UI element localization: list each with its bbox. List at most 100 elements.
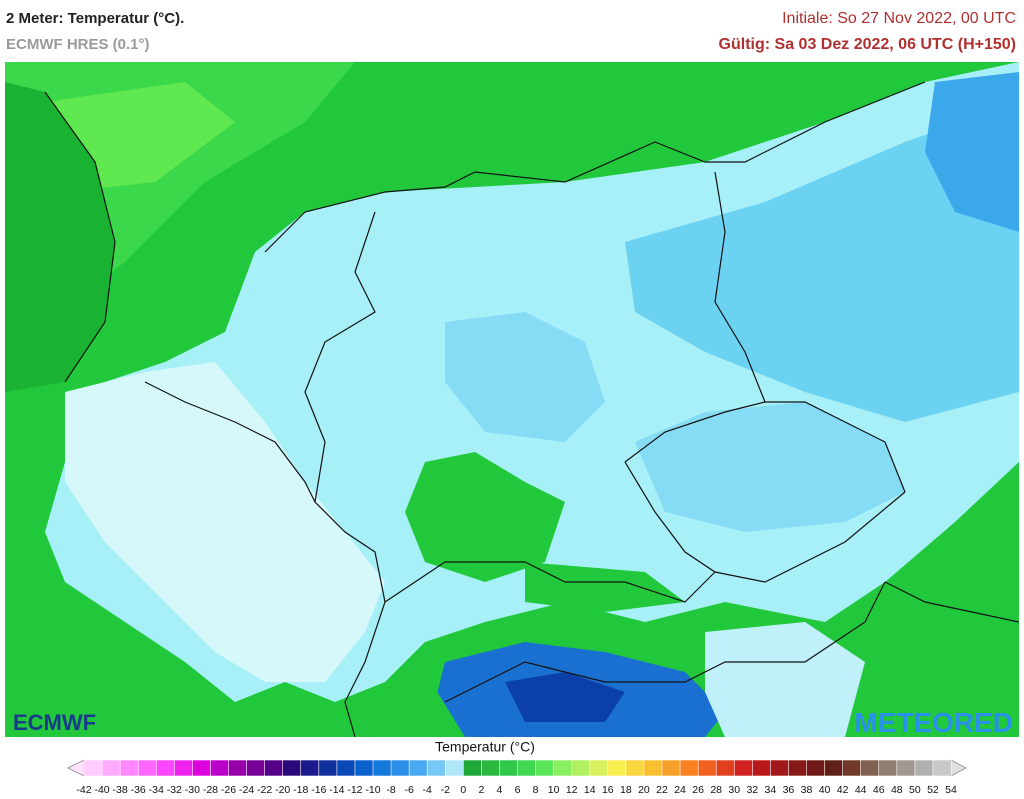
- colorbar-swatch: [860, 759, 880, 777]
- colorbar-swatch: [210, 759, 230, 777]
- colorbar-label: 38: [801, 784, 813, 796]
- colorbar-label: 20: [638, 784, 650, 796]
- colorbar-label: 46: [873, 784, 885, 796]
- colorbar-swatch: [318, 759, 338, 777]
- colorbar-label: -40: [94, 784, 109, 796]
- colorbar-label: -36: [131, 784, 146, 796]
- colorbar-swatch: [101, 759, 121, 777]
- colorbar-swatch: [155, 759, 175, 777]
- colorbar-swatch: [119, 759, 139, 777]
- colorbar-label: 18: [620, 784, 632, 796]
- colorbar-swatch: [896, 759, 916, 777]
- colorbar-label: -14: [329, 784, 344, 796]
- colorbar-label: 24: [674, 784, 686, 796]
- colorbar-label: -22: [257, 784, 272, 796]
- warm-patch: [405, 452, 565, 582]
- cold-austria: [705, 622, 865, 737]
- colorbar-label: -26: [221, 784, 236, 796]
- colorbar-swatch: [697, 759, 717, 777]
- colorbar-swatch: [282, 759, 302, 777]
- colorbar-label: 54: [945, 784, 957, 796]
- valid-time: Gültig: Sa 03 Dez 2022, 06 UTC (H+150): [718, 36, 1016, 53]
- colorbar-label: 2: [478, 784, 484, 796]
- alps-coldest: [505, 672, 625, 722]
- colorbar-label: 6: [515, 784, 521, 796]
- colorbar-swatch: [842, 759, 862, 777]
- colorbar-swatch: [463, 759, 482, 777]
- colorbar-swatch: [444, 759, 464, 777]
- colorbar-swatch: [571, 759, 591, 777]
- map: ECMWF METEORED: [5, 62, 1019, 737]
- colorbar-swatch: [246, 759, 266, 777]
- colorbar-label: 32: [746, 784, 758, 796]
- warm-patch: [525, 562, 685, 612]
- meteored-logo: METEORED: [854, 707, 1013, 737]
- colorbar-swatch: [354, 759, 374, 777]
- colorbar-label: 12: [566, 784, 578, 796]
- land-uk: [5, 82, 115, 392]
- map-title: 2 Meter: Temperatur (°C).: [6, 10, 185, 27]
- coldest-northeast: [925, 72, 1019, 232]
- colorbar-swatch: [336, 759, 356, 777]
- colorbar-swatch: [192, 759, 212, 777]
- colorbar-label: -12: [347, 784, 362, 796]
- colorbar-swatch: [390, 759, 410, 777]
- colorbar-swatch: [300, 759, 320, 777]
- colorbar-label: 8: [533, 784, 539, 796]
- colorbar: Temperatur (°C) -42 -40 -38 -36 -34 -32 -30 -28…: [67, 739, 967, 796]
- colorbar-under: [67, 759, 85, 777]
- colorbar-label: 10: [548, 784, 560, 796]
- colorbar-label: -32: [167, 784, 182, 796]
- colorbar-swatch: [661, 759, 681, 777]
- colorbar-swatch: [83, 759, 103, 777]
- colorbar-label: -16: [311, 784, 326, 796]
- colorbar-label: 16: [602, 784, 614, 796]
- colorbar-swatch: [426, 759, 446, 777]
- cold-central: [445, 312, 605, 442]
- colorbar-swatch: [878, 759, 898, 777]
- colorbar-label: 48: [891, 784, 903, 796]
- colorbar-label: -4: [423, 784, 432, 796]
- colorbar-label: 50: [909, 784, 921, 796]
- colorbar-swatch: [625, 759, 645, 777]
- colorbar-swatch: [481, 759, 501, 777]
- colorbar-label: -34: [149, 784, 164, 796]
- colorbar-label: 52: [927, 784, 939, 796]
- colorbar-swatch: [137, 759, 157, 777]
- init-time: Initiale: So 27 Nov 2022, 00 UTC: [782, 10, 1016, 27]
- colorbar-label: 28: [710, 784, 722, 796]
- colorbar-swatch: [535, 759, 555, 777]
- colorbar-label: -18: [293, 784, 308, 796]
- colorbar-swatch: [517, 759, 537, 777]
- colorbar-label: 44: [855, 784, 867, 796]
- colorbar-label: -6: [404, 784, 413, 796]
- model-name: ECMWF HRES (0.1°): [6, 36, 150, 53]
- colorbar-swatch: [824, 759, 844, 777]
- colorbar-swatch: [914, 759, 934, 777]
- colorbar-label: -20: [275, 784, 290, 796]
- colorbar-swatch: [264, 759, 284, 777]
- colorbar-swatch: [372, 759, 392, 777]
- colorbar-swatch: [715, 759, 735, 777]
- colorbar-swatch: [752, 759, 771, 777]
- colorbar-label: 30: [728, 784, 740, 796]
- colorbar-label: -38: [113, 784, 128, 796]
- warm-italy: [305, 672, 465, 737]
- colorbar-swatch: [589, 759, 609, 777]
- colorbar-label: 34: [765, 784, 777, 796]
- colder-poland: [625, 102, 1019, 422]
- colorbar-swatch: [499, 759, 519, 777]
- colorbar-label: 36: [783, 784, 795, 796]
- colorbar-label: 14: [584, 784, 596, 796]
- cold-france: [65, 362, 385, 682]
- colorbar-label: 26: [692, 784, 704, 796]
- colorbar-swatch: [228, 759, 248, 777]
- colorbar-swatch: [770, 759, 790, 777]
- colorbar-swatch: [553, 759, 573, 777]
- colorbar-label: -10: [365, 784, 380, 796]
- colorbar-label: 22: [656, 784, 668, 796]
- colorbar-label: 0: [460, 784, 466, 796]
- colorbar-swatch: [174, 759, 193, 777]
- colorbar-swatch: [788, 759, 808, 777]
